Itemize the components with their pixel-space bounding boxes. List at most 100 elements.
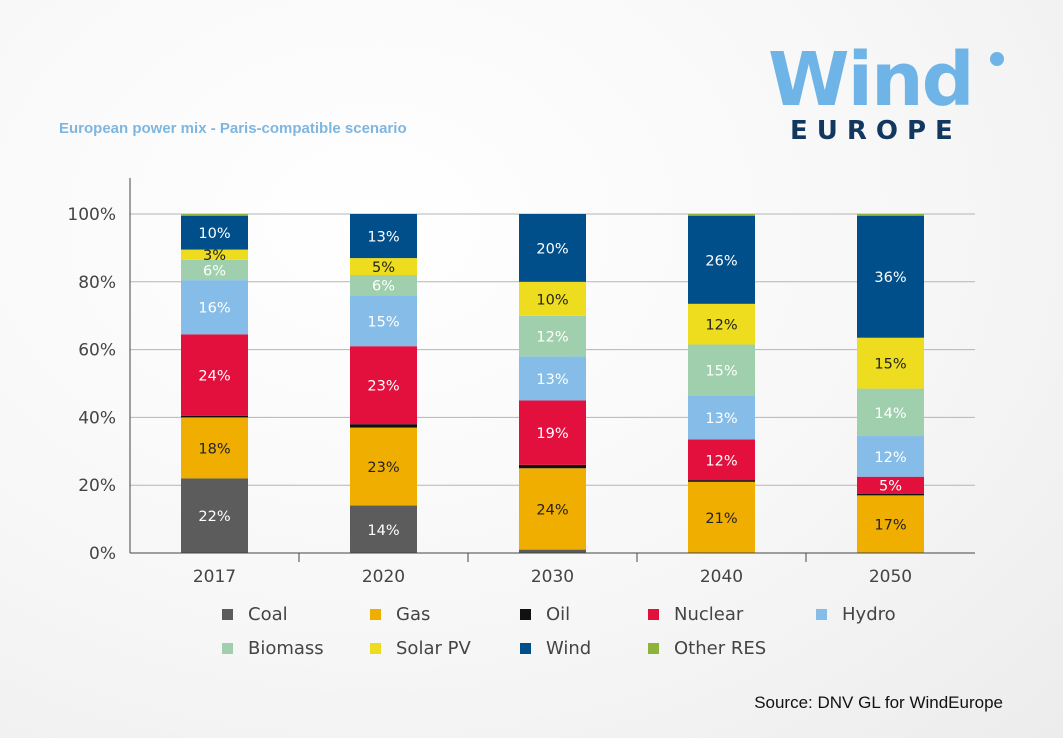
data-label: 13% [536,372,568,388]
data-label: 24% [198,369,230,385]
legend-label: Coal [248,604,288,625]
legend-swatch [222,643,233,654]
legend-label: Other RES [674,638,767,659]
windeurope-logo: Wind EUROPE [768,40,1013,150]
data-label: 15% [367,314,399,330]
bar-segment [181,415,248,418]
legend-swatch [520,643,531,654]
x-tick-label: 2040 [700,567,743,587]
data-label: 12% [705,453,737,469]
bar-segment [350,427,417,506]
data-label: 23% [367,379,399,395]
data-label: 13% [705,411,737,427]
bar-segment [181,417,248,479]
legend-label: Wind [546,638,592,659]
bar-segment [350,275,417,296]
bar-segment [181,249,248,260]
data-label: 17% [874,518,906,534]
data-label: 26% [705,253,737,269]
legend-item: Wind [520,638,591,659]
bar-segment [688,344,755,396]
legend-label: Biomass [248,638,324,659]
legend-label: Hydro [842,604,896,625]
data-label: 5% [879,479,902,495]
bar-segment [857,215,924,338]
bar-segment [519,214,586,282]
legend-item: Other RES [648,638,766,659]
x-tick-label: 2030 [531,567,574,587]
bar-segment [181,214,248,216]
bar-segment [350,214,417,259]
bar-segment [519,549,586,553]
y-tick-label: 40% [78,408,116,428]
chart-subtitle: European power mix - Paris-compatible sc… [59,120,407,137]
data-label: 20% [536,241,568,257]
bar-segment [519,315,586,357]
bar-segment [350,424,417,428]
bar-segment [688,439,755,481]
bar-segment [350,505,417,553]
bar-segment [350,346,417,425]
data-label: 15% [874,357,906,373]
data-label: 19% [536,426,568,442]
legend-item: Gas [370,604,430,625]
bar-segment [181,334,248,416]
y-tick-label: 60% [78,341,116,361]
data-label: 13% [367,230,399,246]
data-label: 15% [705,363,737,379]
data-label: 10% [536,292,568,308]
bar-segment [688,215,755,304]
data-label: 22% [198,509,230,525]
data-label: 36% [874,270,906,286]
bar-segment [857,436,924,477]
legend-label: Oil [546,604,571,625]
data-label: 10% [198,226,230,242]
bar-segment [181,215,248,250]
bar-segment [519,468,586,550]
y-tick-label: 20% [78,476,116,496]
x-tick-label: 2050 [869,567,912,587]
bar-segment [350,258,417,276]
bar-segment [688,214,755,216]
data-label: 12% [536,330,568,346]
legend-label: Gas [396,604,431,625]
legend-swatch [648,609,659,620]
data-label: 3% [203,248,226,264]
axes: 0% 20% 40% 60% 80% 100% 2017 2020 2030 2040 2050 [67,178,975,587]
legend-swatch [816,609,827,620]
bar-segment [688,303,755,345]
x-tick-label: 2017 [193,567,236,587]
data-label: 14% [874,406,906,422]
data-label: 12% [705,318,737,334]
stacked-bar-chart: 22%18%24%16%6%3%10%14%23%23%15%6%5%13%24… [67,178,975,587]
legend-swatch [370,643,381,654]
bar-segment [519,400,586,465]
bars: 22%18%24%16%6%3%10%14%23%23%15%6%5%13%24… [181,214,924,553]
legend-swatch [648,643,659,654]
y-tick-label: 80% [78,273,116,293]
legend-swatch [370,609,381,620]
data-label: 24% [536,502,568,518]
bar-segment [519,281,586,316]
legend-item: Oil [520,604,570,625]
logo-wordmark: Wind [768,37,975,123]
bar-segment [688,481,755,553]
bar-segment [519,464,586,469]
legend-item: Hydro [816,604,896,625]
bar-segment [181,280,248,335]
y-tick-label: 100% [67,205,116,225]
legend-label: Solar PV [396,638,471,659]
bar-segment [181,478,248,553]
bar-segment [519,356,586,401]
logo-dot [990,52,1004,66]
bar-segment [857,493,924,496]
bar-segment [857,388,924,437]
data-label: 21% [705,511,737,527]
bar-segment [857,476,924,494]
bar-segment [350,295,417,347]
logo-subtext: EUROPE [790,116,962,146]
bar-segment [688,395,755,440]
legend-label: Nuclear [674,604,744,625]
source-note: Source: DNV GL for WindEurope [754,693,1003,712]
legend-swatch [520,609,531,620]
